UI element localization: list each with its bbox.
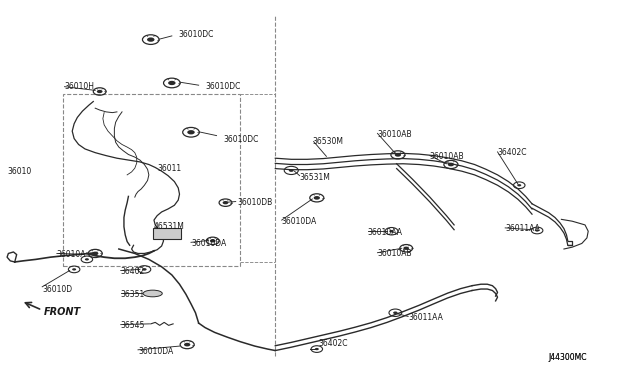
Circle shape	[535, 229, 539, 232]
Circle shape	[142, 268, 147, 271]
Text: 36531M: 36531M	[300, 173, 330, 182]
Circle shape	[315, 348, 319, 350]
Circle shape	[314, 196, 320, 200]
Text: 36351: 36351	[121, 290, 145, 299]
Circle shape	[92, 251, 99, 255]
Text: 36010AB: 36010AB	[378, 129, 412, 139]
Text: 36010AB: 36010AB	[430, 152, 465, 161]
Text: 36011: 36011	[157, 164, 181, 173]
Text: 36010D: 36010D	[42, 285, 72, 294]
Circle shape	[395, 153, 401, 157]
Text: J44300MC: J44300MC	[548, 353, 587, 362]
Circle shape	[403, 247, 409, 250]
Text: 36010DC: 36010DC	[205, 82, 241, 91]
Text: 36010AB: 36010AB	[378, 249, 412, 258]
Circle shape	[517, 184, 521, 186]
Text: 36545: 36545	[121, 321, 145, 330]
Text: FRONT: FRONT	[44, 307, 81, 317]
Text: 36010DC: 36010DC	[223, 135, 259, 144]
Text: 36402: 36402	[121, 267, 145, 276]
Circle shape	[210, 239, 216, 243]
Circle shape	[168, 81, 175, 85]
Text: 36010H: 36010H	[65, 82, 95, 91]
Circle shape	[85, 258, 89, 260]
Text: 36011AA: 36011AA	[408, 313, 443, 322]
Circle shape	[393, 311, 397, 314]
Circle shape	[448, 163, 454, 166]
Circle shape	[223, 201, 228, 204]
Circle shape	[188, 130, 195, 134]
Text: 36011AA: 36011AA	[505, 224, 540, 233]
Text: 36010DA: 36010DA	[282, 217, 317, 226]
Text: 36402C: 36402C	[497, 148, 527, 157]
Circle shape	[289, 169, 294, 172]
Text: 36530M: 36530M	[312, 137, 343, 146]
Text: 36010DA: 36010DA	[138, 347, 173, 356]
Bar	[63, 94, 240, 266]
Text: 36010A: 36010A	[57, 250, 86, 259]
Text: 36402C: 36402C	[319, 339, 348, 348]
Circle shape	[97, 90, 102, 93]
Circle shape	[184, 343, 190, 346]
Text: 36010AA: 36010AA	[368, 228, 403, 237]
Text: 36010: 36010	[7, 167, 31, 176]
Circle shape	[147, 38, 154, 42]
Text: 36010DC: 36010DC	[178, 30, 214, 39]
Bar	[153, 228, 181, 238]
Text: 46531M: 46531M	[154, 222, 185, 231]
Ellipse shape	[143, 290, 163, 297]
Circle shape	[72, 268, 76, 270]
Text: 36010DB: 36010DB	[237, 198, 272, 207]
Text: J44300MC: J44300MC	[548, 353, 587, 362]
Circle shape	[389, 230, 394, 232]
Text: 36010DA: 36010DA	[191, 239, 227, 248]
